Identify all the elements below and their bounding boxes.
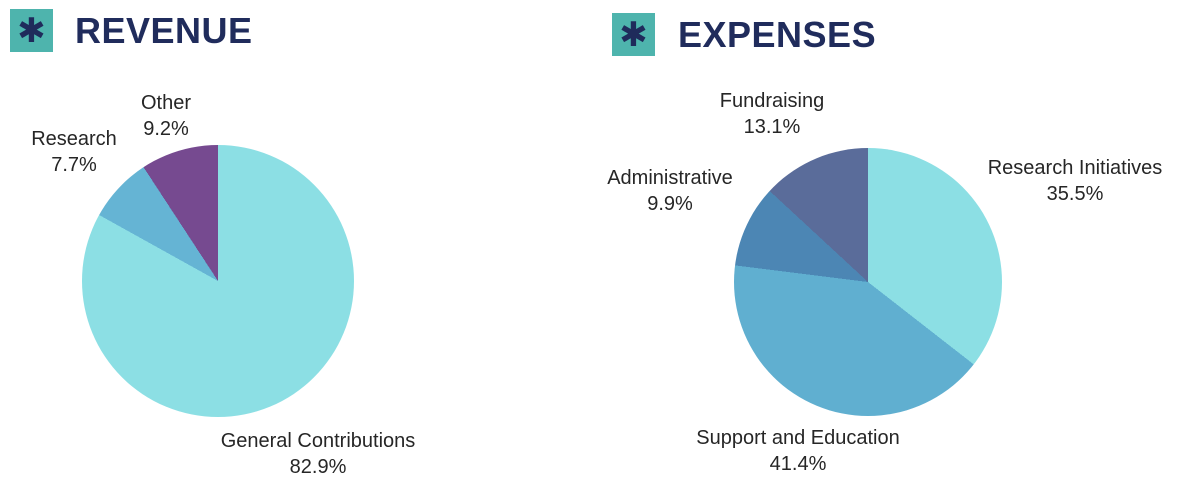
slice-name: Support and Education [696,427,900,449]
asterisk-icon: ✱ [612,13,655,56]
revenue-label-general-contributions: General Contributions 82.9% [221,428,416,480]
slice-percent: 9.9% [647,193,693,215]
slice-name: Other [140,92,192,114]
revenue-title: REVENUE [75,9,253,51]
slice-percent: 13.1% [743,116,801,138]
expenses-title: EXPENSES [678,13,877,55]
slice-percent: 82.9% [289,456,347,478]
slice-name: Research Initiatives [987,157,1163,179]
expenses-label-support-and-education: Support and Education 41.4% [696,425,900,477]
expenses-pie-chart [734,148,1002,416]
slice-name: General Contributions [220,430,416,452]
revenue-pie-chart [82,145,354,417]
slice-name: Administrative [607,167,733,189]
revenue-header: ✱ REVENUE [10,9,253,52]
slice-percent: 9.2% [143,118,189,140]
slice-name: Fundraising [719,90,825,112]
revenue-label-other: Other 9.2% [141,90,191,142]
slice-percent: 7.7% [51,154,97,176]
revenue-label-research: Research 7.7% [31,126,117,178]
expenses-label-research-initiatives: Research Initiatives 35.5% [988,155,1163,207]
slice-name: Research [31,128,117,150]
slice-percent: 35.5% [1046,183,1104,205]
slice-percent: 41.4% [769,453,827,475]
expenses-header: ✱ EXPENSES [612,13,876,56]
expenses-label-fundraising: Fundraising 13.1% [720,88,825,140]
expenses-label-administrative: Administrative 9.9% [607,165,733,217]
asterisk-icon: ✱ [10,9,53,52]
